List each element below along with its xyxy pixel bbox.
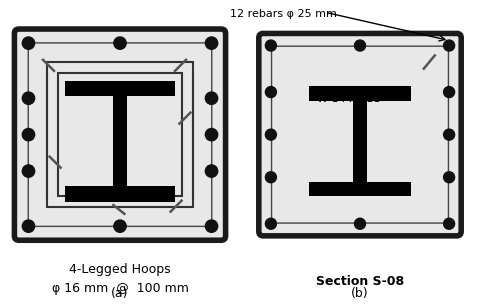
Text: 12 rebars φ 25 mm: 12 rebars φ 25 mm [230,9,337,19]
Circle shape [444,172,454,183]
Circle shape [206,129,218,141]
Text: (a): (a) [111,287,129,300]
Text: 4-Legged Hoops: 4-Legged Hoops [69,263,171,276]
Circle shape [22,165,34,177]
Circle shape [266,218,276,229]
Bar [310,182,410,196]
Bar [65,81,175,96]
Bar [354,101,366,182]
Circle shape [22,92,34,104]
Text: W 14 x 211: W 14 x 211 [318,94,380,104]
Circle shape [266,172,276,183]
Bar [58,73,182,196]
Text: Section S-08: Section S-08 [316,275,404,288]
FancyBboxPatch shape [259,33,461,236]
Circle shape [266,40,276,51]
Circle shape [354,218,366,229]
Bar [113,96,127,186]
Circle shape [22,129,34,141]
FancyBboxPatch shape [272,46,448,223]
Circle shape [266,129,276,140]
Bar [48,62,193,207]
Circle shape [444,218,454,229]
Circle shape [354,40,366,51]
Circle shape [114,220,126,232]
Text: (b): (b) [351,287,369,300]
Circle shape [206,165,218,177]
Circle shape [444,87,454,98]
FancyBboxPatch shape [14,29,226,240]
Circle shape [206,37,218,49]
Circle shape [114,37,126,49]
FancyBboxPatch shape [28,43,212,226]
Circle shape [444,40,454,51]
Circle shape [266,87,276,98]
Circle shape [444,129,454,140]
Circle shape [22,220,34,232]
Bar [310,86,410,101]
Bar [65,186,175,202]
Text: φ 16 mm  @  100 mm: φ 16 mm @ 100 mm [52,282,188,294]
Circle shape [22,37,34,49]
Circle shape [206,92,218,104]
Circle shape [206,220,218,232]
